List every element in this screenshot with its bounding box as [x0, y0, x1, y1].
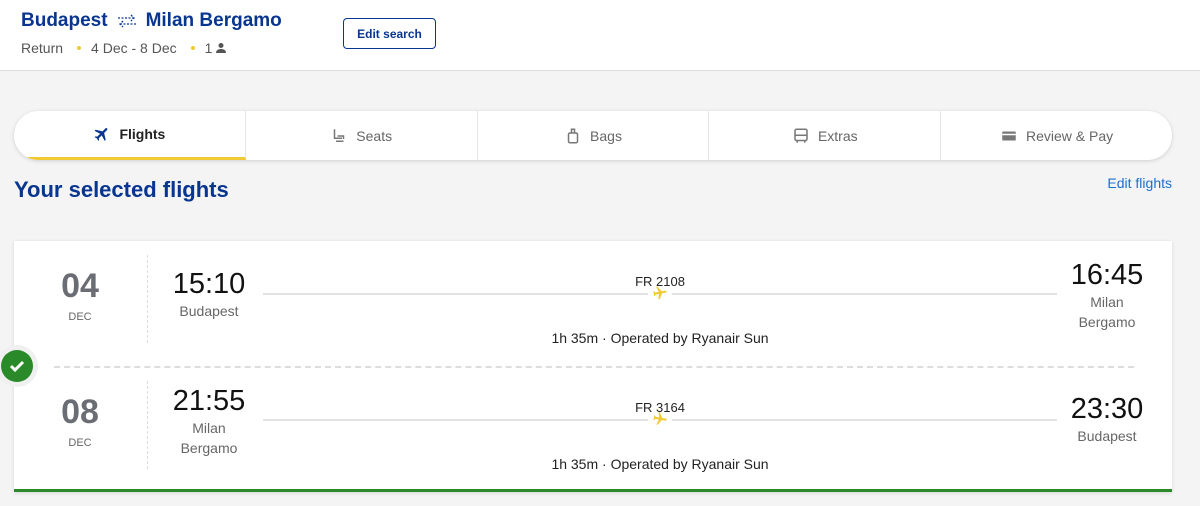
step-review-pay[interactable]: Review & Pay: [941, 111, 1172, 160]
flight-number: FR 2108: [635, 274, 685, 289]
flight-info: 1h 35m · Operated by Ryanair Sun: [551, 456, 769, 472]
booking-stepper: Flights Seats Bags Extras Review & Pay: [14, 111, 1172, 160]
flight-row-outbound: 04 DEC 15:10 Budapest FR 2108 1h 35m · Op…: [14, 249, 1172, 359]
return-arrows-icon: [117, 14, 136, 28]
trip-type: Return: [21, 40, 64, 56]
flight-row-return: 08 DEC 21:55 Milan Bergamo FR 3164 1h 35m…: [14, 375, 1172, 485]
card-icon: [1002, 131, 1016, 140]
trip-summary: Return 4 Dec - 8 Dec 1: [21, 40, 227, 56]
flight-day: 08: [61, 393, 99, 431]
divider: [147, 255, 148, 343]
flights-divider: [54, 366, 1134, 368]
checkmark-icon: [9, 360, 25, 373]
seat-icon: [334, 128, 345, 142]
step-label: Review & Pay: [1026, 127, 1114, 144]
departure-city: Milan Bergamo: [180, 420, 238, 456]
plane-icon: [95, 128, 108, 141]
departure: 21:55 Milan Bergamo: [164, 385, 254, 458]
step-bags[interactable]: Bags: [478, 111, 710, 160]
separator-dot: [77, 46, 82, 50]
step-flights[interactable]: Flights: [14, 111, 246, 160]
person-icon: [216, 43, 227, 53]
route-title: Budapest Milan Bergamo: [21, 10, 282, 32]
plane-icon: [648, 285, 672, 301]
origin: Budapest: [21, 10, 108, 31]
bus-icon: [794, 128, 808, 143]
divider: [147, 381, 148, 469]
step-label: Extras: [817, 127, 858, 144]
destination: Milan Bergamo: [145, 10, 282, 31]
edit-search-button[interactable]: Edit search: [343, 18, 436, 49]
departure-city: Budapest: [179, 303, 239, 319]
bag-icon: [567, 128, 579, 143]
flight-month: DEC: [68, 437, 92, 449]
step-label: Bags: [590, 127, 622, 144]
flight-day: 04: [61, 267, 99, 305]
arrival: 16:45 Milan Bergamo: [1062, 259, 1152, 332]
departure-time: 15:10: [172, 268, 246, 300]
step-seats[interactable]: Seats: [246, 111, 478, 160]
header: Budapest Milan Bergamo Return 4 Dec - 8 …: [0, 0, 1200, 71]
flight-info: 1h 35m · Operated by Ryanair Sun: [551, 330, 769, 346]
departure-time: 21:55: [172, 385, 246, 417]
edit-flights-link[interactable]: Edit flights: [1107, 175, 1172, 191]
selected-check-badge: [0, 345, 38, 387]
flight-month: DEC: [68, 311, 92, 323]
arrival-time: 23:30: [1070, 393, 1144, 425]
page-title: Your selected flights: [14, 177, 229, 202]
arrival: 23:30 Budapest: [1062, 393, 1152, 446]
separator-dot: [190, 46, 195, 50]
passenger-count: 1: [204, 40, 213, 56]
departure: 15:10 Budapest: [164, 268, 254, 321]
step-label: Seats: [356, 127, 393, 144]
arrival-time: 16:45: [1070, 259, 1144, 291]
selected-flights-card: 04 DEC 15:10 Budapest FR 2108 1h 35m · Op…: [14, 241, 1172, 492]
trip-dates: 4 Dec - 8 Dec: [91, 40, 177, 56]
arrival-city: Budapest: [1077, 428, 1137, 444]
plane-icon: [648, 411, 672, 427]
step-label: Flights: [119, 126, 166, 142]
step-extras[interactable]: Extras: [709, 111, 942, 160]
arrival-city: Milan Bergamo: [1078, 294, 1136, 330]
flight-number: FR 3164: [635, 400, 685, 415]
